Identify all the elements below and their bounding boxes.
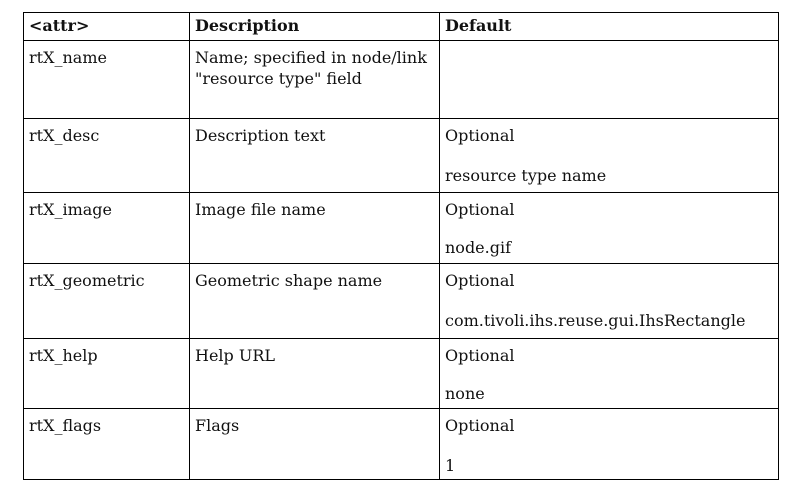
table-row: rtX_flags Flags Optional 1 [23,408,779,480]
description-cell: Name; specified in node/link "resource t… [189,40,440,119]
default-cell: Optional 1 [439,408,779,480]
attr-cell: rtX_image [23,192,190,264]
attr-cell: rtX_geometric [23,263,190,339]
table-row: rtX_help Help URL Optional none [23,338,779,409]
default-value: none [445,384,485,403]
description-cell: Help URL [189,338,440,409]
description-cell: Description text [189,118,440,193]
optional-label: Optional [445,126,515,145]
attr-cell: rtX_help [23,338,190,409]
description-cell: Flags [189,408,440,480]
header-description: Description [189,12,440,41]
header-attr: <attr> [23,12,190,41]
default-cell: Optional resource type name [439,118,779,193]
default-value: resource type name [445,166,607,185]
attr-cell: rtX_desc [23,118,190,193]
table-row: rtX_desc Description text Optional resou… [23,118,779,193]
attr-cell: rtX_flags [23,408,190,480]
default-value: 1 [445,456,456,475]
table-row: rtX_geometric Geometric shape name Optio… [23,263,779,339]
table-header-row: <attr> Description Default [23,12,779,41]
default-cell [439,40,779,119]
optional-label: Optional [445,200,515,219]
optional-label: Optional [445,346,515,365]
description-cell: Geometric shape name [189,263,440,339]
default-cell: Optional com.tivoli.ihs.reuse.gui.IhsRec… [439,263,779,339]
table-row: rtX_name Name; specified in node/link "r… [23,40,779,119]
description-cell: Image file name [189,192,440,264]
optional-label: Optional [445,271,515,290]
table-row: rtX_image Image file name Optional node.… [23,192,779,264]
default-value: com.tivoli.ihs.reuse.gui.IhsRectangle [445,311,746,330]
default-cell: Optional none [439,338,779,409]
attributes-table: <attr> Description Default rtX_name Name… [23,12,779,480]
default-value: node.gif [445,238,512,257]
header-default: Default [439,12,779,41]
default-cell: Optional node.gif [439,192,779,264]
optional-label: Optional [445,416,515,435]
attr-cell: rtX_name [23,40,190,119]
